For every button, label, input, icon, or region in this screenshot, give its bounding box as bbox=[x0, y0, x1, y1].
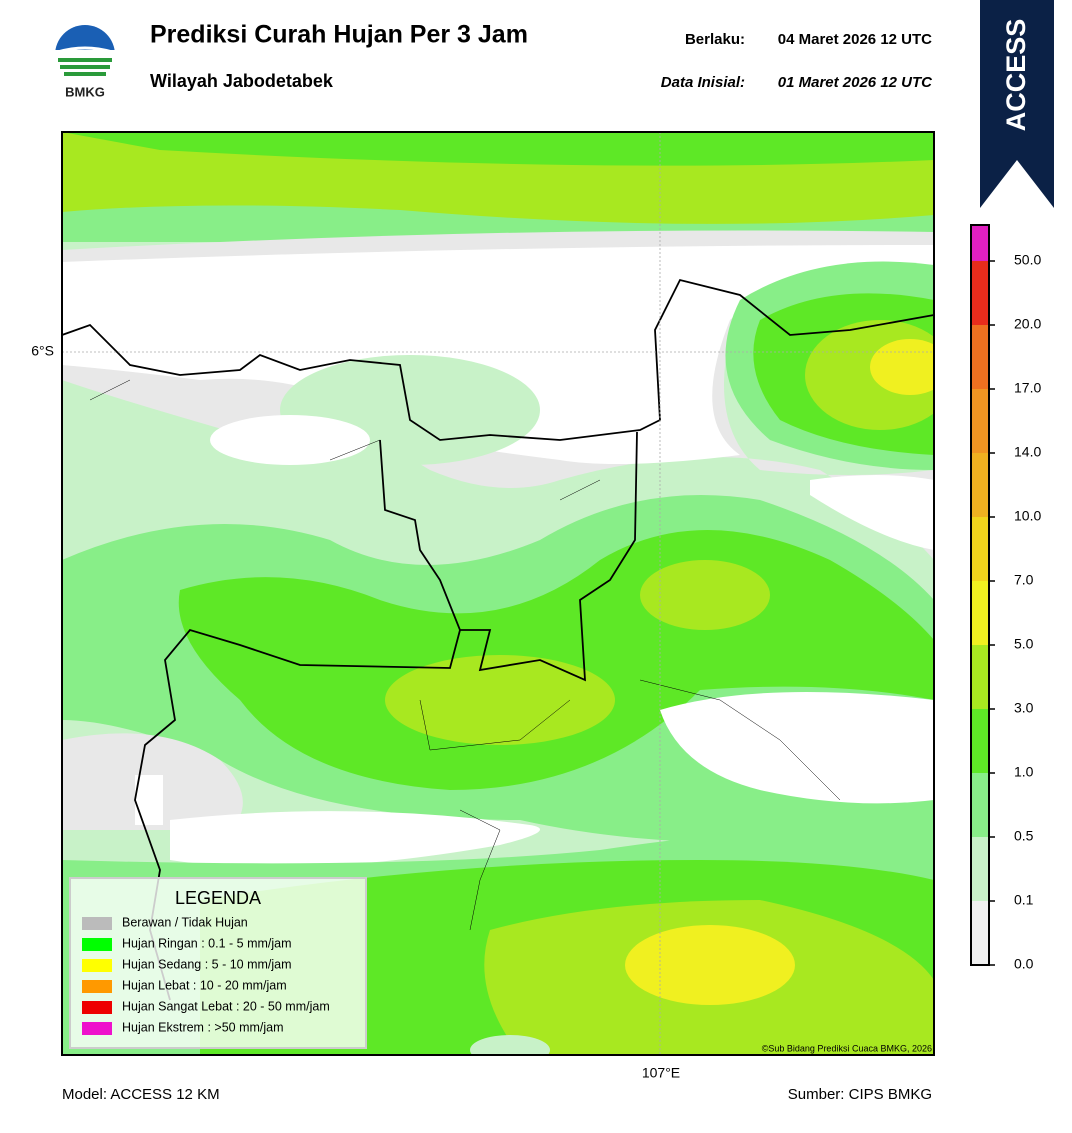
colorbar-segment bbox=[971, 453, 989, 517]
colorbar-segment bbox=[971, 837, 989, 901]
legend-swatch bbox=[82, 1022, 112, 1035]
init-time: 01 Maret 2026 12 UTC bbox=[778, 74, 933, 91]
colorbar-tick-label: 3.0 bbox=[1014, 700, 1034, 716]
legend-label: Hujan Ringan : 0.1 - 5 mm/jam bbox=[122, 936, 292, 950]
legend-items: Berawan / Tidak Hujan Hujan Ringan : 0.1 … bbox=[82, 915, 330, 1035]
lat-label: 6°S bbox=[31, 343, 54, 359]
colorbar-segment bbox=[971, 261, 989, 325]
colorbar-tick-label: 5.0 bbox=[1014, 636, 1034, 652]
colorbar-segment bbox=[971, 325, 989, 389]
colorbar-segment bbox=[971, 709, 989, 773]
init-label: Data Inisial: bbox=[661, 74, 745, 91]
legend-label: Hujan Sangat Lebat : 20 - 50 mm/jam bbox=[122, 999, 330, 1013]
colorbar-frame bbox=[970, 224, 990, 966]
colorbar-segment bbox=[971, 645, 989, 709]
title: Prediksi Curah Hujan Per 3 Jam bbox=[150, 21, 528, 49]
rain-field bbox=[62, 132, 934, 1055]
colorbar-segment bbox=[971, 517, 989, 581]
colorbar-segment bbox=[971, 389, 989, 453]
subtitle: Wilayah Jabodetabek bbox=[150, 71, 334, 91]
legend-box bbox=[69, 877, 367, 1049]
colorbar-segment bbox=[971, 581, 989, 645]
legend-swatch bbox=[82, 917, 112, 930]
colorbar-tick-label: 50.0 bbox=[1014, 252, 1041, 268]
legend-swatch bbox=[82, 938, 112, 951]
colorbar-segment bbox=[971, 773, 989, 837]
legend-label: Hujan Lebat : 10 - 20 mm/jam bbox=[122, 978, 287, 992]
legend-title: LEGENDA bbox=[175, 888, 261, 908]
footer-model: Model: ACCESS 12 KM bbox=[62, 1086, 220, 1103]
colorbar-tick-label: 1.0 bbox=[1014, 764, 1034, 780]
colorbar-segment bbox=[971, 225, 989, 261]
credit: ©Sub Bidang Prediksi Cuaca BMKG, 2026 bbox=[762, 1043, 932, 1053]
colorbar-tick-label: 10.0 bbox=[1014, 508, 1041, 524]
valid-time: 04 Maret 2026 12 UTC bbox=[778, 31, 932, 48]
model-badge bbox=[980, 0, 1054, 208]
colorbar-tick-label: 14.0 bbox=[1014, 444, 1041, 460]
colorbar-segment bbox=[971, 901, 989, 965]
legend-label: Hujan Ekstrem : >50 mm/jam bbox=[122, 1020, 284, 1034]
footer-source: Sumber: CIPS BMKG bbox=[788, 1086, 932, 1103]
colorbar-tick-label: 0.1 bbox=[1014, 892, 1034, 908]
legend-label: Hujan Sedang : 5 - 10 mm/jam bbox=[122, 957, 292, 971]
model-badge-text: ACCESS bbox=[1001, 19, 1031, 132]
legend-label: Berawan / Tidak Hujan bbox=[122, 915, 248, 929]
logo-text: BMKG bbox=[65, 84, 105, 99]
colorbar: 0.0 0.1 0.5 1.0 3.0 5.0 7.0 10.0 14.0 17.0 20.0 50.… bbox=[970, 224, 1041, 972]
colorbar-tick-label: 0.0 bbox=[1014, 956, 1034, 972]
logo: BMKG bbox=[55, 25, 115, 99]
colorbar-tick-label: 7.0 bbox=[1014, 572, 1034, 588]
valid-label: Berlaku: bbox=[685, 31, 745, 48]
colorbar-tick-label: 20.0 bbox=[1014, 316, 1041, 332]
map-frame bbox=[61, 131, 935, 1056]
legend-swatch bbox=[82, 959, 112, 972]
colorbar-tick-label: 0.5 bbox=[1014, 828, 1034, 844]
colorbar-tick-label: 17.0 bbox=[1014, 380, 1041, 396]
legend-swatch bbox=[82, 1001, 112, 1014]
legend-swatch bbox=[82, 980, 112, 993]
lon-label: 107°E bbox=[642, 1065, 680, 1081]
